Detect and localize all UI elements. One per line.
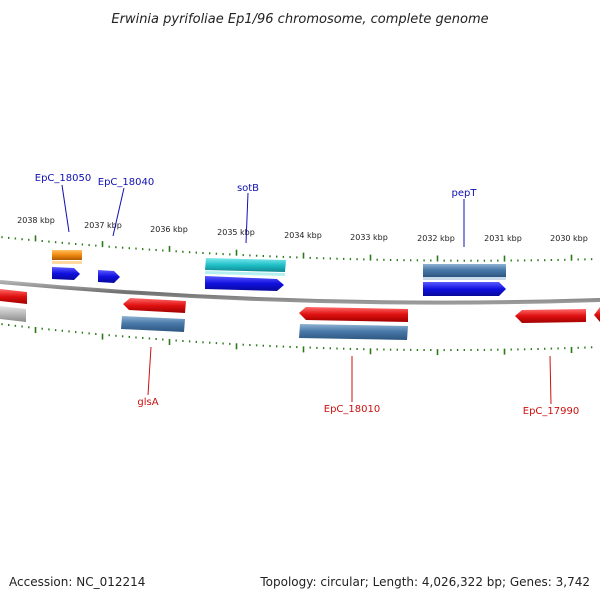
gene-arrow-right[interactable] [98,270,120,283]
leader-line [245,192,249,244]
map-title: Erwinia pyrifoliae Ep1/96 chromosome, co… [111,12,488,27]
scale-labels: 2038 kbp 2037 kbp 2036 kbp 2035 kbp 2034… [17,216,588,243]
leader-line [112,187,125,237]
gene-cyan[interactable] [205,258,286,272]
genome-summary-text: Topology: circular; Length: 4,026,322 bp… [259,575,590,589]
scale-label: 2038 kbp [17,216,55,225]
gene-steel[interactable] [299,324,408,340]
gene-label-pepT[interactable]: pepT [452,188,478,199]
label-leaders [61,184,552,405]
scale-label: 2032 kbp [417,234,455,243]
bottom-scale-track [1,323,593,356]
gene-arrow-left[interactable] [594,307,600,322]
gene-orange-shadow [52,261,82,264]
gene-label-sotB[interactable]: sotB [237,183,259,194]
gene-red[interactable] [0,289,27,304]
scale-label: 2033 kbp [350,233,388,242]
gene-cyan-shadow [205,271,285,276]
gene-label-EpC_18040[interactable]: EpC_18040 [98,177,154,188]
gene-arrow-left[interactable] [515,309,586,323]
accession-text: Accession: NC_012214 [9,575,145,589]
gene-labels: EpC_18050 EpC_18040 sotB pepT glsA EpC_1… [35,173,579,417]
leader-line [61,184,70,233]
top-genes-row2 [52,267,506,296]
scale-label: 2031 kbp [484,234,522,243]
gene-arrow-right[interactable] [52,267,80,280]
gene-label-EpC_18050[interactable]: EpC_18050 [35,173,91,184]
chromosome-backbone [0,280,600,305]
leader-line [549,355,552,405]
leader-line [147,346,152,396]
gene-arrow-left[interactable] [123,298,186,313]
gene-label-EpC_17990[interactable]: EpC_17990 [523,406,579,417]
gene-steel[interactable] [423,264,506,277]
gene-label-glsA[interactable]: glsA [137,397,158,408]
gene-label-EpC_18010[interactable]: EpC_18010 [324,404,380,415]
top-genes-row1 [52,250,506,280]
scale-label: 2035 kbp [217,228,255,237]
scale-label: 2034 kbp [284,231,322,240]
gene-arrow-right[interactable] [423,282,506,296]
bottom-genes-row2 [0,306,408,340]
gene-arrow-left[interactable] [299,307,408,322]
scale-label: 2037 kbp [84,221,122,230]
scale-label: 2036 kbp [150,225,188,234]
scale-label: 2030 kbp [550,234,588,243]
gene-steel[interactable] [121,316,185,332]
gene-gray[interactable] [0,306,26,322]
top-scale-track [1,235,593,262]
gene-orange[interactable] [52,250,82,260]
gene-arrow-right[interactable] [205,276,284,291]
bottom-genes-row1 [0,289,600,323]
gene-steel-shadow [423,277,506,280]
